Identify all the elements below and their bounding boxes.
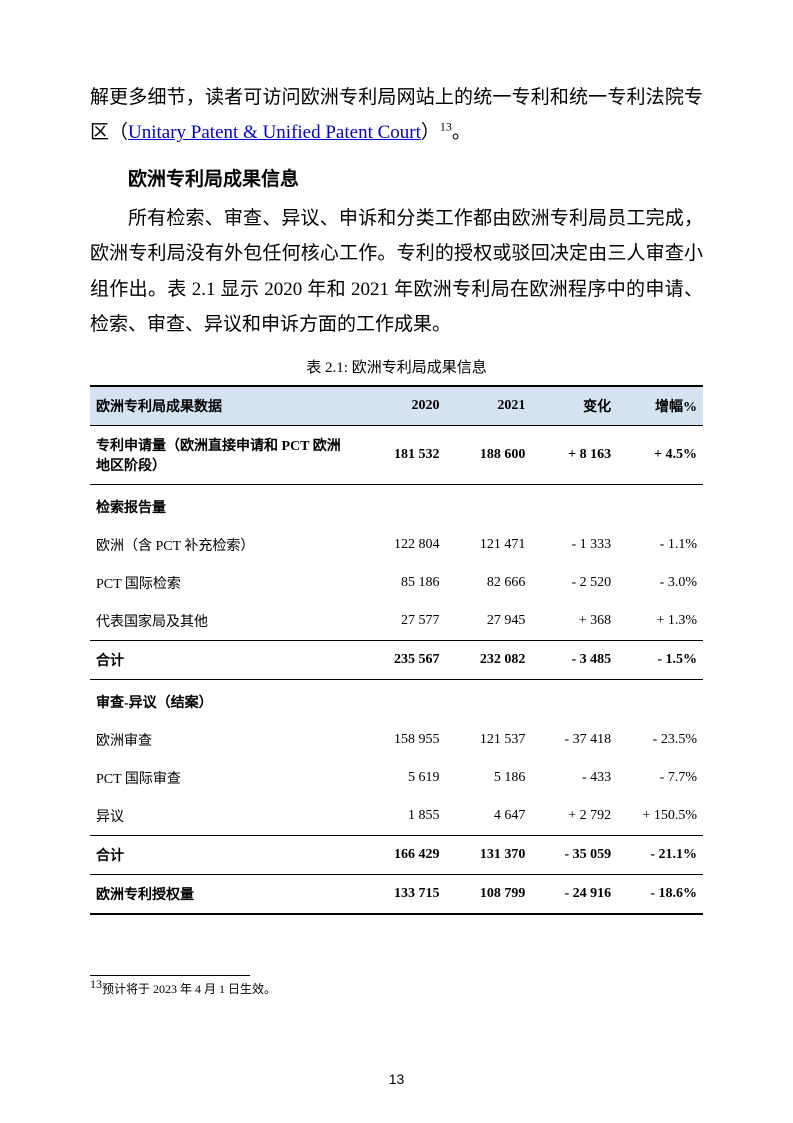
cell-value: - 18.6% (617, 874, 703, 914)
cell-value: - 21.1% (617, 835, 703, 874)
cell-value: 131 370 (446, 835, 532, 874)
cell-value: - 2 520 (531, 564, 617, 602)
table-row: 欧洲审查158 955121 537- 37 418- 23.5% (90, 721, 703, 759)
cell-value: - 433 (531, 759, 617, 797)
cell-value: 108 799 (446, 874, 532, 914)
cell-value: 232 082 (446, 640, 532, 679)
cell-value: 181 532 (360, 425, 446, 484)
cell-value: 121 537 (446, 721, 532, 759)
cell-value: 235 567 (360, 640, 446, 679)
table-row: 审查-异议（结案） (90, 679, 703, 721)
footnote: 13预计将于 2023 年 4 月 1 日生效。 (90, 980, 703, 997)
cell-label: 欧洲审查 (90, 721, 360, 759)
cell-value: - 35 059 (531, 835, 617, 874)
th-pct: 增幅% (617, 386, 703, 426)
cell-value: + 4.5% (617, 425, 703, 484)
cell-value: 133 715 (360, 874, 446, 914)
cell-label: 代表国家局及其他 (90, 602, 360, 641)
cell-value: - 1.5% (617, 640, 703, 679)
table-row: 欧洲专利授权量133 715108 799- 24 916- 18.6% (90, 874, 703, 914)
cell-value: + 368 (531, 602, 617, 641)
table-row: 专利申请量（欧洲直接申请和 PCT 欧洲地区阶段）181 532188 600+… (90, 425, 703, 484)
table-row: 检索报告量 (90, 484, 703, 526)
cell-label: 专利申请量（欧洲直接申请和 PCT 欧洲地区阶段） (90, 425, 360, 484)
table-row: 异议1 8554 647+ 2 792+ 150.5% (90, 797, 703, 836)
cell-value: - 3 485 (531, 640, 617, 679)
cell-label: PCT 国际审查 (90, 759, 360, 797)
body-paragraph: 所有检索、审查、异议、申诉和分类工作都由欧洲专利局员工完成，欧洲专利局没有外包任… (90, 201, 703, 342)
table-body: 专利申请量（欧洲直接申请和 PCT 欧洲地区阶段）181 532188 600+… (90, 425, 703, 914)
cell-value: - 1 333 (531, 526, 617, 564)
cell-label: 欧洲专利授权量 (90, 874, 360, 914)
cell-label: 欧洲（含 PCT 补充检索） (90, 526, 360, 564)
results-table: 欧洲专利局成果数据 2020 2021 变化 增幅% 专利申请量（欧洲直接申请和… (90, 385, 703, 915)
cell-value: - 24 916 (531, 874, 617, 914)
table-row: PCT 国际检索85 18682 666- 2 520- 3.0% (90, 564, 703, 602)
cell-value: 122 804 (360, 526, 446, 564)
cell-value: 1 855 (360, 797, 446, 836)
cell-value: - 1.1% (617, 526, 703, 564)
cell-label: 检索报告量 (90, 484, 703, 526)
cell-value: 27 945 (446, 602, 532, 641)
cell-value: 82 666 (446, 564, 532, 602)
footnote-num: 13 (90, 977, 102, 991)
cell-value: 5 186 (446, 759, 532, 797)
table-row: 代表国家局及其他27 57727 945+ 368+ 1.3% (90, 602, 703, 641)
footnote-separator (90, 975, 250, 976)
table-caption: 表 2.1: 欧洲专利局成果信息 (90, 356, 703, 377)
intro-text-c: 。 (452, 122, 471, 143)
section-heading: 欧洲专利局成果信息 (90, 164, 703, 191)
footnote-text: 预计将于 2023 年 4 月 1 日生效。 (102, 982, 276, 996)
th-change: 变化 (531, 386, 617, 426)
table-header-row: 欧洲专利局成果数据 2020 2021 变化 增幅% (90, 386, 703, 426)
intro-text-b: ） (421, 122, 440, 143)
cell-value: - 37 418 (531, 721, 617, 759)
cell-label: 异议 (90, 797, 360, 836)
intro-paragraph: 解更多细节，读者可访问欧洲专利局网站上的统一专利和统一专利法院专区（Unitar… (90, 80, 703, 150)
cell-value: 166 429 (360, 835, 446, 874)
th-2020: 2020 (360, 386, 446, 426)
th-label: 欧洲专利局成果数据 (90, 386, 360, 426)
cell-value: + 8 163 (531, 425, 617, 484)
cell-value: 158 955 (360, 721, 446, 759)
table-row: 合计166 429131 370- 35 059- 21.1% (90, 835, 703, 874)
unitary-patent-link[interactable]: Unitary Patent & Unified Patent Court (128, 122, 421, 143)
cell-value: + 150.5% (617, 797, 703, 836)
cell-value: - 23.5% (617, 721, 703, 759)
cell-value: 85 186 (360, 564, 446, 602)
cell-value: 4 647 (446, 797, 532, 836)
cell-value: - 3.0% (617, 564, 703, 602)
cell-value: 5 619 (360, 759, 446, 797)
cell-value: 188 600 (446, 425, 532, 484)
table-row: PCT 国际审查5 6195 186- 433- 7.7% (90, 759, 703, 797)
cell-label: 审查-异议（结案） (90, 679, 703, 721)
cell-value: + 1.3% (617, 602, 703, 641)
page-number: 13 (0, 1071, 793, 1087)
cell-label: 合计 (90, 640, 360, 679)
cell-value: - 7.7% (617, 759, 703, 797)
cell-label: 合计 (90, 835, 360, 874)
cell-value: + 2 792 (531, 797, 617, 836)
table-row: 欧洲（含 PCT 补充检索）122 804121 471- 1 333- 1.1… (90, 526, 703, 564)
table-row: 合计235 567232 082- 3 485- 1.5% (90, 640, 703, 679)
th-2021: 2021 (446, 386, 532, 426)
cell-value: 27 577 (360, 602, 446, 641)
cell-label: PCT 国际检索 (90, 564, 360, 602)
footnote-ref: 13 (440, 120, 452, 134)
cell-value: 121 471 (446, 526, 532, 564)
